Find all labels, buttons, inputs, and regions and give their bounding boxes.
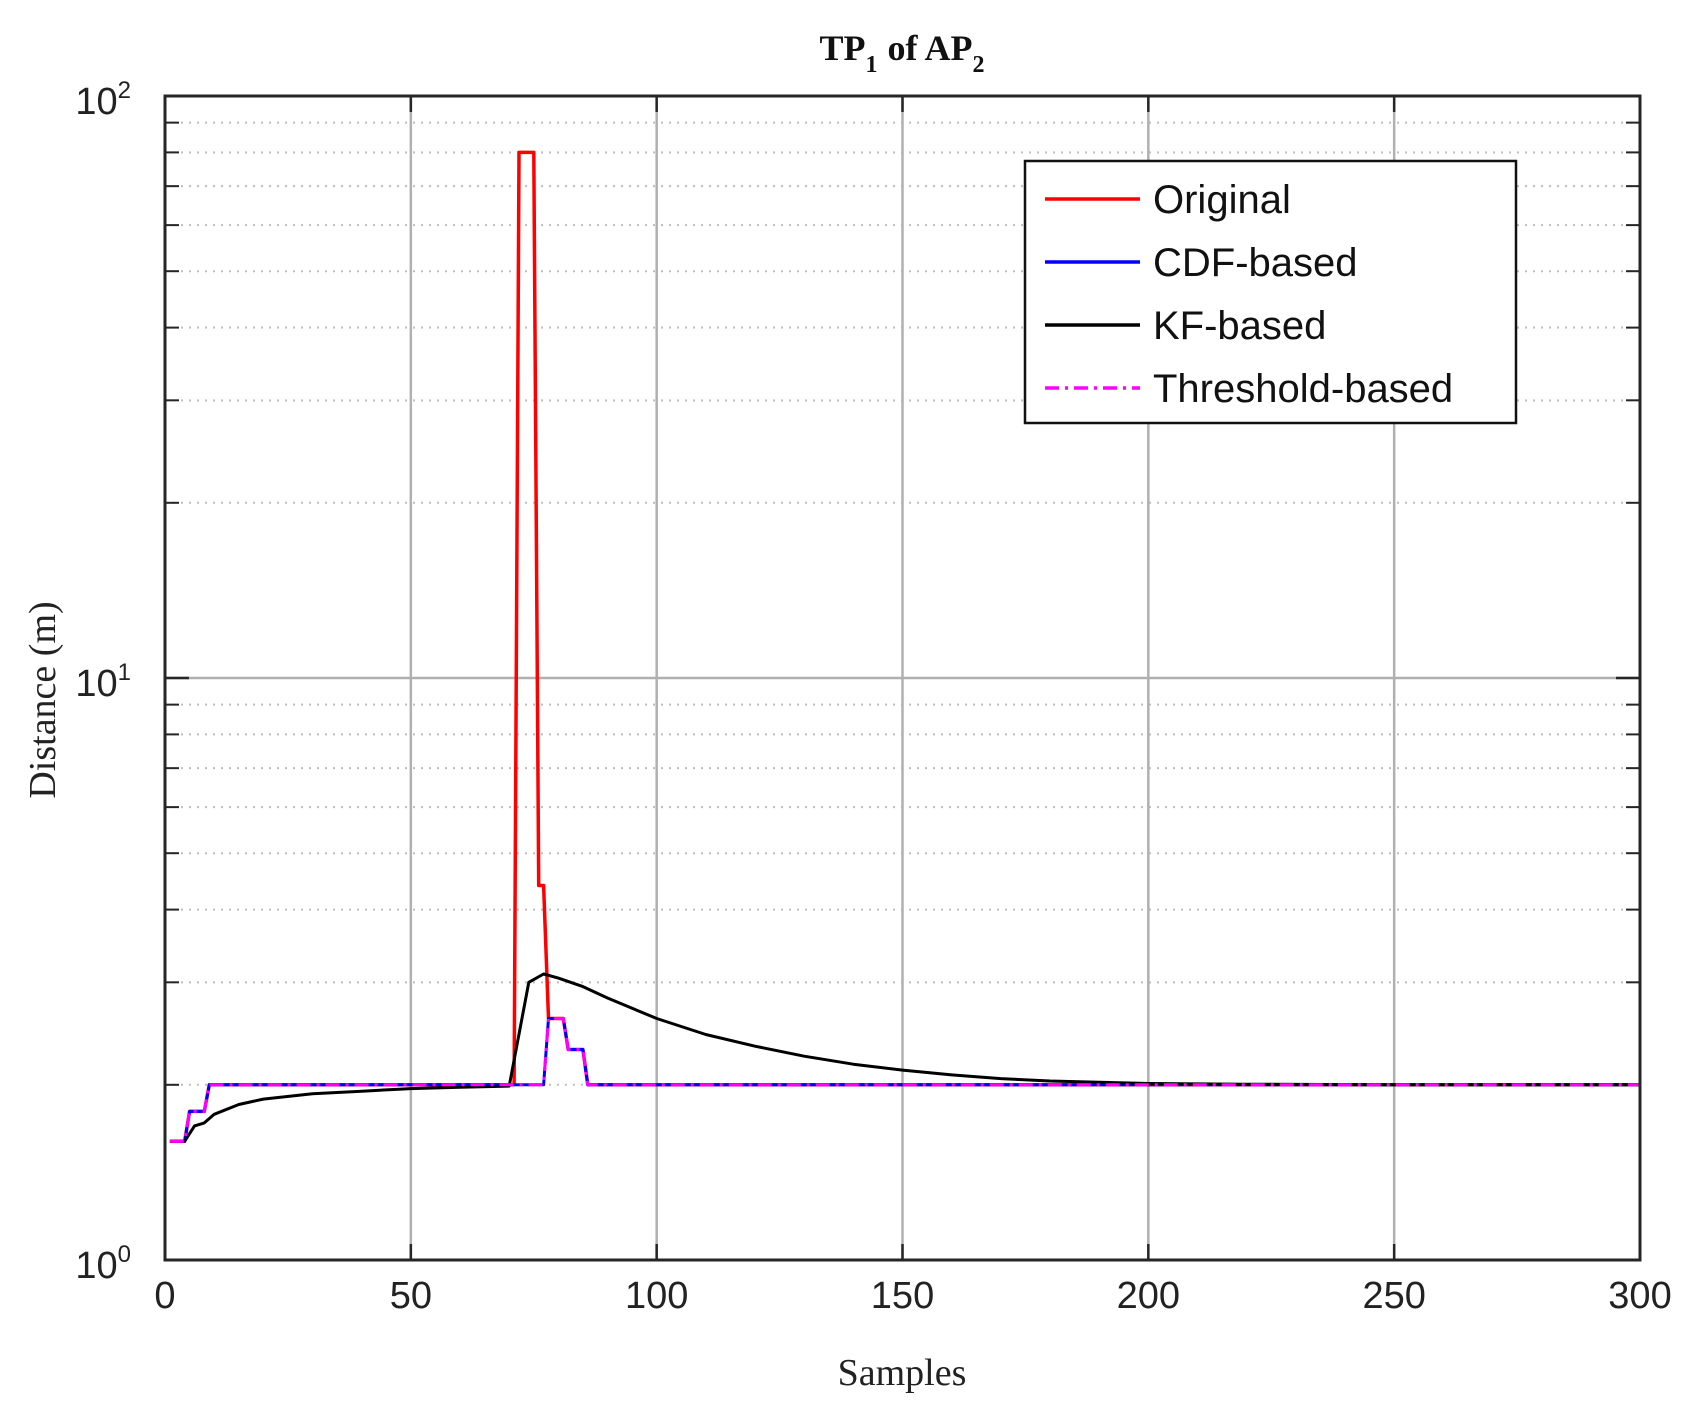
y-tick-label: 102	[75, 77, 131, 123]
series-line-kf-based	[169, 972, 1640, 1143]
y-axis-ticks: 100 101 102	[75, 77, 1640, 1287]
legend-label-kf-based: KF-based	[1153, 304, 1326, 348]
legend-box	[1023, 159, 1518, 425]
x-axis-ticks: 0 50 100 150 200 250 300	[154, 96, 1672, 1317]
y-axis-label: Distance (m)	[22, 601, 64, 798]
title-middle: of AP	[888, 28, 973, 68]
legend-label-threshold-based: Threshold-based	[1153, 367, 1453, 411]
x-tick-label: 200	[1117, 1275, 1180, 1317]
y-tick-label: 100	[75, 1241, 131, 1287]
series-line-threshold-based	[169, 1017, 1640, 1143]
x-tick-label: 0	[154, 1275, 175, 1317]
chart-title: TP1 of AP2	[819, 28, 984, 78]
x-tick-label: 150	[871, 1275, 934, 1317]
title-subscript-2: 2	[973, 52, 985, 78]
title-prefix: TP	[819, 28, 865, 68]
x-tick-label: 50	[390, 1275, 432, 1317]
x-tick-label: 100	[625, 1275, 688, 1317]
x-tick-label: 250	[1362, 1275, 1425, 1317]
legend-label-cdf-based: CDF-based	[1153, 241, 1358, 285]
x-axis-label: Samples	[838, 1352, 967, 1394]
legend: Original CDF-based KF-based Threshold-ba…	[1023, 159, 1518, 425]
x-tick-label: 300	[1608, 1275, 1671, 1317]
legend-label-original: Original	[1153, 178, 1291, 222]
y-tick-label: 101	[75, 659, 131, 705]
series-layer	[169, 150, 1640, 1143]
title-subscript-1: 1	[866, 52, 878, 78]
